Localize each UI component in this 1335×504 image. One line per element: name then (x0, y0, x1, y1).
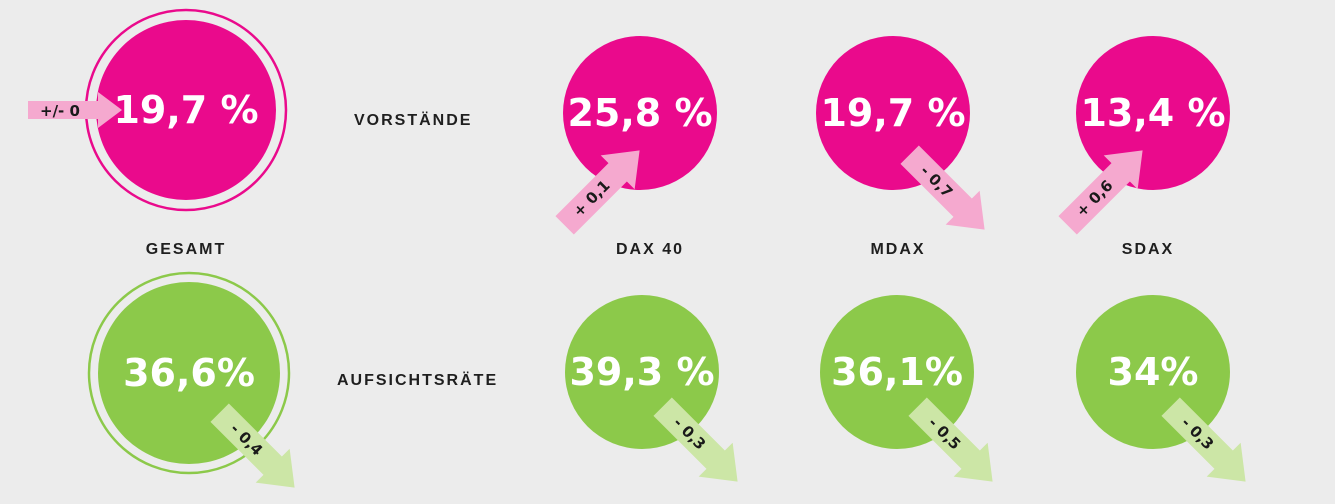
aufsichtsraete-sdax-value: 34% (1108, 350, 1199, 394)
arrow-down-right-icon (210, 403, 295, 488)
aufsichtsraete-gesamt-value: 36,6% (123, 351, 255, 395)
arrow-down-right-icon (653, 397, 738, 482)
vorstaende-gesamt-change: +/- 0 (40, 102, 80, 120)
column-label-gesamt: GESAMT (145, 241, 227, 258)
arrow-down-right-icon (900, 145, 985, 230)
vorstaende-sdax-circle (1076, 36, 1230, 190)
aufsichtsraete-sdax-group: 34% - 0,3 (1076, 295, 1246, 482)
arrow-up-right-icon (1058, 150, 1143, 235)
aufsichtsraete-mdax-group: 36,1% - 0,5 (820, 295, 993, 482)
arrow-down-right-icon (1161, 397, 1246, 482)
arrow-right-icon (28, 92, 122, 128)
row-label-vorstaende: VORSTÄNDE (354, 112, 473, 129)
vorstaende-gesamt-group: +/- 0 19,7 % (28, 8, 288, 212)
aufsichtsraete-dax40-group: 39,3 % - 0,3 (565, 295, 738, 482)
vorstaende-mdax-group: 19,7 % - 0,7 (816, 36, 985, 230)
vorstaende-dax40-group: 25,8 % + 0,1 (555, 36, 717, 235)
vorstaende-mdax-value: 19,7 % (820, 91, 965, 135)
vorstaende-mdax-circle (816, 36, 970, 190)
arrow-down-right-icon (908, 397, 993, 482)
vorstaende-gesamt-circle (96, 20, 276, 200)
aufsichtsraete-mdax-value: 36,1% (831, 350, 963, 394)
aufsichtsraete-dax40-value: 39,3 % (569, 350, 714, 394)
outer-ring (87, 271, 291, 475)
column-label-mdax: MDAX (870, 241, 926, 258)
vorstaende-sdax-group: 13,4 % + 0,6 (1058, 36, 1230, 235)
vorstaende-dax40-circle (563, 36, 717, 190)
column-label-sdax: SDAX (1121, 241, 1175, 258)
vorstaende-sdax-value: 13,4 % (1080, 91, 1225, 135)
column-label-dax40: DAX 40 (615, 241, 685, 258)
aufsichtsraete-gesamt-group: 36,6% - 0,4 (87, 271, 295, 488)
vorstaende-dax40-value: 25,8 % (567, 91, 712, 135)
arrow-up-right-icon (555, 150, 640, 235)
row-label-aufsichtsraete: AUFSICHTSRÄTE (337, 372, 499, 389)
vorstaende-gesamt-value: 19,7 % (113, 88, 258, 132)
